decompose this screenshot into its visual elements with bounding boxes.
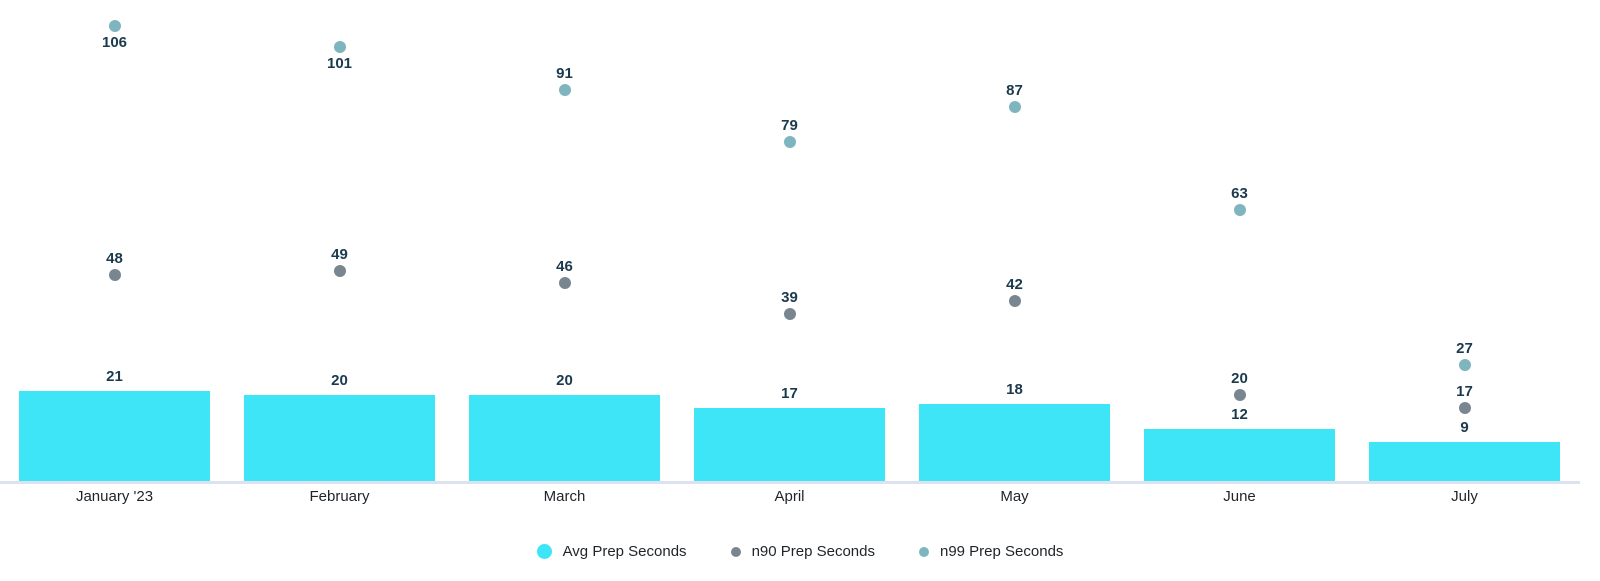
n90-value-label: 49 [331,245,348,263]
category-column: 12 20 63 [1127,0,1352,481]
n90-point[interactable] [1458,402,1471,414]
bar-avg-prep-seconds[interactable] [918,403,1111,481]
n99-point[interactable] [333,41,346,54]
n99-point[interactable] [783,135,796,148]
legend-item-label: Avg Prep Seconds [562,543,687,560]
x-axis-labels: January '23 February March April May June July [2,487,1577,506]
n99-value-label: 101 [326,55,353,73]
x-axis-label: February [309,488,370,505]
category-column: 17 39 79 [677,0,902,481]
bar-value-label: 17 [781,385,798,402]
x-axis-label: May [1000,488,1029,505]
bar-avg-prep-seconds[interactable] [1368,442,1561,481]
n90-point[interactable] [333,264,346,277]
n99-value-label: 63 [1231,185,1248,203]
bar-avg-prep-seconds[interactable] [243,395,436,481]
n90-value-label: 46 [556,258,573,276]
x-axis-label: April [774,488,805,505]
x-axis-label: June [1223,488,1256,505]
bar-value-label: 18 [1006,380,1023,398]
n99-value-label: 79 [781,116,798,134]
n90-point[interactable] [558,277,571,290]
series-marker-circle-icon [918,546,929,557]
category-column: 9 17 27 [1352,0,1577,481]
bar-value-label: 20 [556,372,573,390]
n99-point[interactable] [1233,204,1246,217]
n90-point[interactable] [108,268,121,281]
bar-avg-prep-seconds[interactable] [1143,429,1336,481]
plot-area: 21 48 106 20 49 101 20 46 91 17 39 79 18 42 87 12 20 63 9 1… [0,0,1580,484]
n90-point[interactable] [1233,389,1246,402]
series-marker-circle-icon [536,544,552,559]
category-column: 20 49 101 [227,0,452,481]
n90-point[interactable] [1008,294,1021,307]
n99-value-label: 87 [1006,82,1023,100]
bar-avg-prep-seconds[interactable] [468,395,661,481]
n99-value-label: 91 [556,65,573,83]
legend-item-avg-prep-seconds[interactable]: Avg Prep Seconds [536,543,687,560]
series-marker-circle-icon [730,546,741,557]
n90-point[interactable] [783,307,796,320]
bar-avg-prep-seconds[interactable] [18,390,211,481]
n90-value-label: 42 [1006,275,1023,293]
x-axis-line [0,481,1580,484]
n99-point[interactable] [1458,359,1471,372]
bar-avg-prep-seconds[interactable] [693,408,886,481]
bar-value-label: 21 [106,367,123,385]
x-axis-label: January '23 [75,488,154,505]
bar-value-label: 9 [1460,419,1469,437]
bar-value-label: 20 [331,372,348,390]
legend-item-label: n99 Prep Seconds [939,543,1064,560]
n99-value-label: 106 [101,33,128,51]
bar-value-label: 12 [1231,406,1248,424]
x-axis-label: March [543,488,586,505]
chart-legend: Avg Prep Seconds n90 Prep Seconds n99 Prep… [0,543,1600,560]
category-column: 18 42 87 [902,0,1127,481]
n90-value-label: 48 [106,249,123,267]
legend-item-n90-prep-seconds[interactable]: n90 Prep Seconds [730,543,875,560]
legend-item-label: n90 Prep Seconds [751,543,875,560]
n99-point[interactable] [108,19,121,32]
n99-value-label: 27 [1456,340,1473,358]
x-axis-label: July [1451,488,1478,505]
category-column: 21 48 106 [2,0,227,481]
n90-value-label: 39 [781,288,798,306]
category-column: 20 46 91 [452,0,677,481]
n90-value-label: 20 [1231,370,1248,388]
n90-value-label: 17 [1456,383,1473,400]
n99-point[interactable] [558,84,571,97]
n99-point[interactable] [1008,101,1021,114]
legend-item-n99-prep-seconds[interactable]: n99 Prep Seconds [918,543,1064,560]
